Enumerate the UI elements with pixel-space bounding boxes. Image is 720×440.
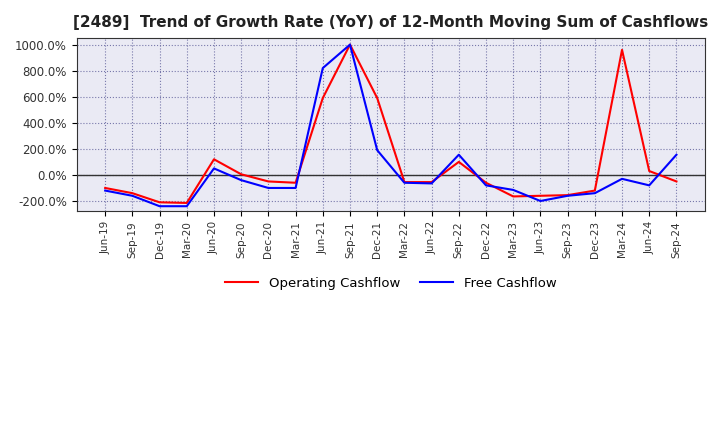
Operating Cashflow [509,194,518,199]
Operating Cashflow [482,180,490,185]
Free Cashflow [427,181,436,186]
Operating Cashflow [590,188,599,193]
Free Cashflow [645,183,654,188]
Operating Cashflow [346,42,354,47]
Free Cashflow [482,183,490,188]
Free Cashflow [509,187,518,193]
Operating Cashflow [156,200,164,205]
Free Cashflow [618,176,626,181]
Operating Cashflow [101,185,109,191]
Operating Cashflow [536,193,545,198]
Operating Cashflow [645,169,654,174]
Free Cashflow [454,152,463,158]
Free Cashflow [400,180,409,185]
Free Cashflow [237,177,246,183]
Operating Cashflow [237,172,246,177]
Operating Cashflow [563,192,572,198]
Free Cashflow [292,185,300,191]
Free Cashflow [590,191,599,196]
Free Cashflow [318,66,327,71]
Free Cashflow [373,147,382,153]
Free Cashflow [210,166,218,171]
Operating Cashflow [182,200,191,205]
Legend: Operating Cashflow, Free Cashflow: Operating Cashflow, Free Cashflow [220,271,562,295]
Line: Free Cashflow: Free Cashflow [105,44,676,206]
Operating Cashflow [128,191,137,196]
Operating Cashflow [427,180,436,185]
Free Cashflow [536,198,545,204]
Free Cashflow [563,193,572,198]
Operating Cashflow [210,157,218,162]
Operating Cashflow [454,159,463,165]
Free Cashflow [672,152,680,158]
Operating Cashflow [292,180,300,185]
Operating Cashflow [373,95,382,101]
Free Cashflow [156,204,164,209]
Title: [2489]  Trend of Growth Rate (YoY) of 12-Month Moving Sum of Cashflows: [2489] Trend of Growth Rate (YoY) of 12-… [73,15,708,30]
Operating Cashflow [318,95,327,101]
Free Cashflow [346,42,354,47]
Operating Cashflow [672,179,680,184]
Free Cashflow [128,193,137,198]
Line: Operating Cashflow: Operating Cashflow [105,44,676,203]
Operating Cashflow [618,47,626,52]
Free Cashflow [182,204,191,209]
Free Cashflow [264,185,273,191]
Free Cashflow [101,188,109,193]
Operating Cashflow [264,179,273,184]
Operating Cashflow [400,180,409,185]
